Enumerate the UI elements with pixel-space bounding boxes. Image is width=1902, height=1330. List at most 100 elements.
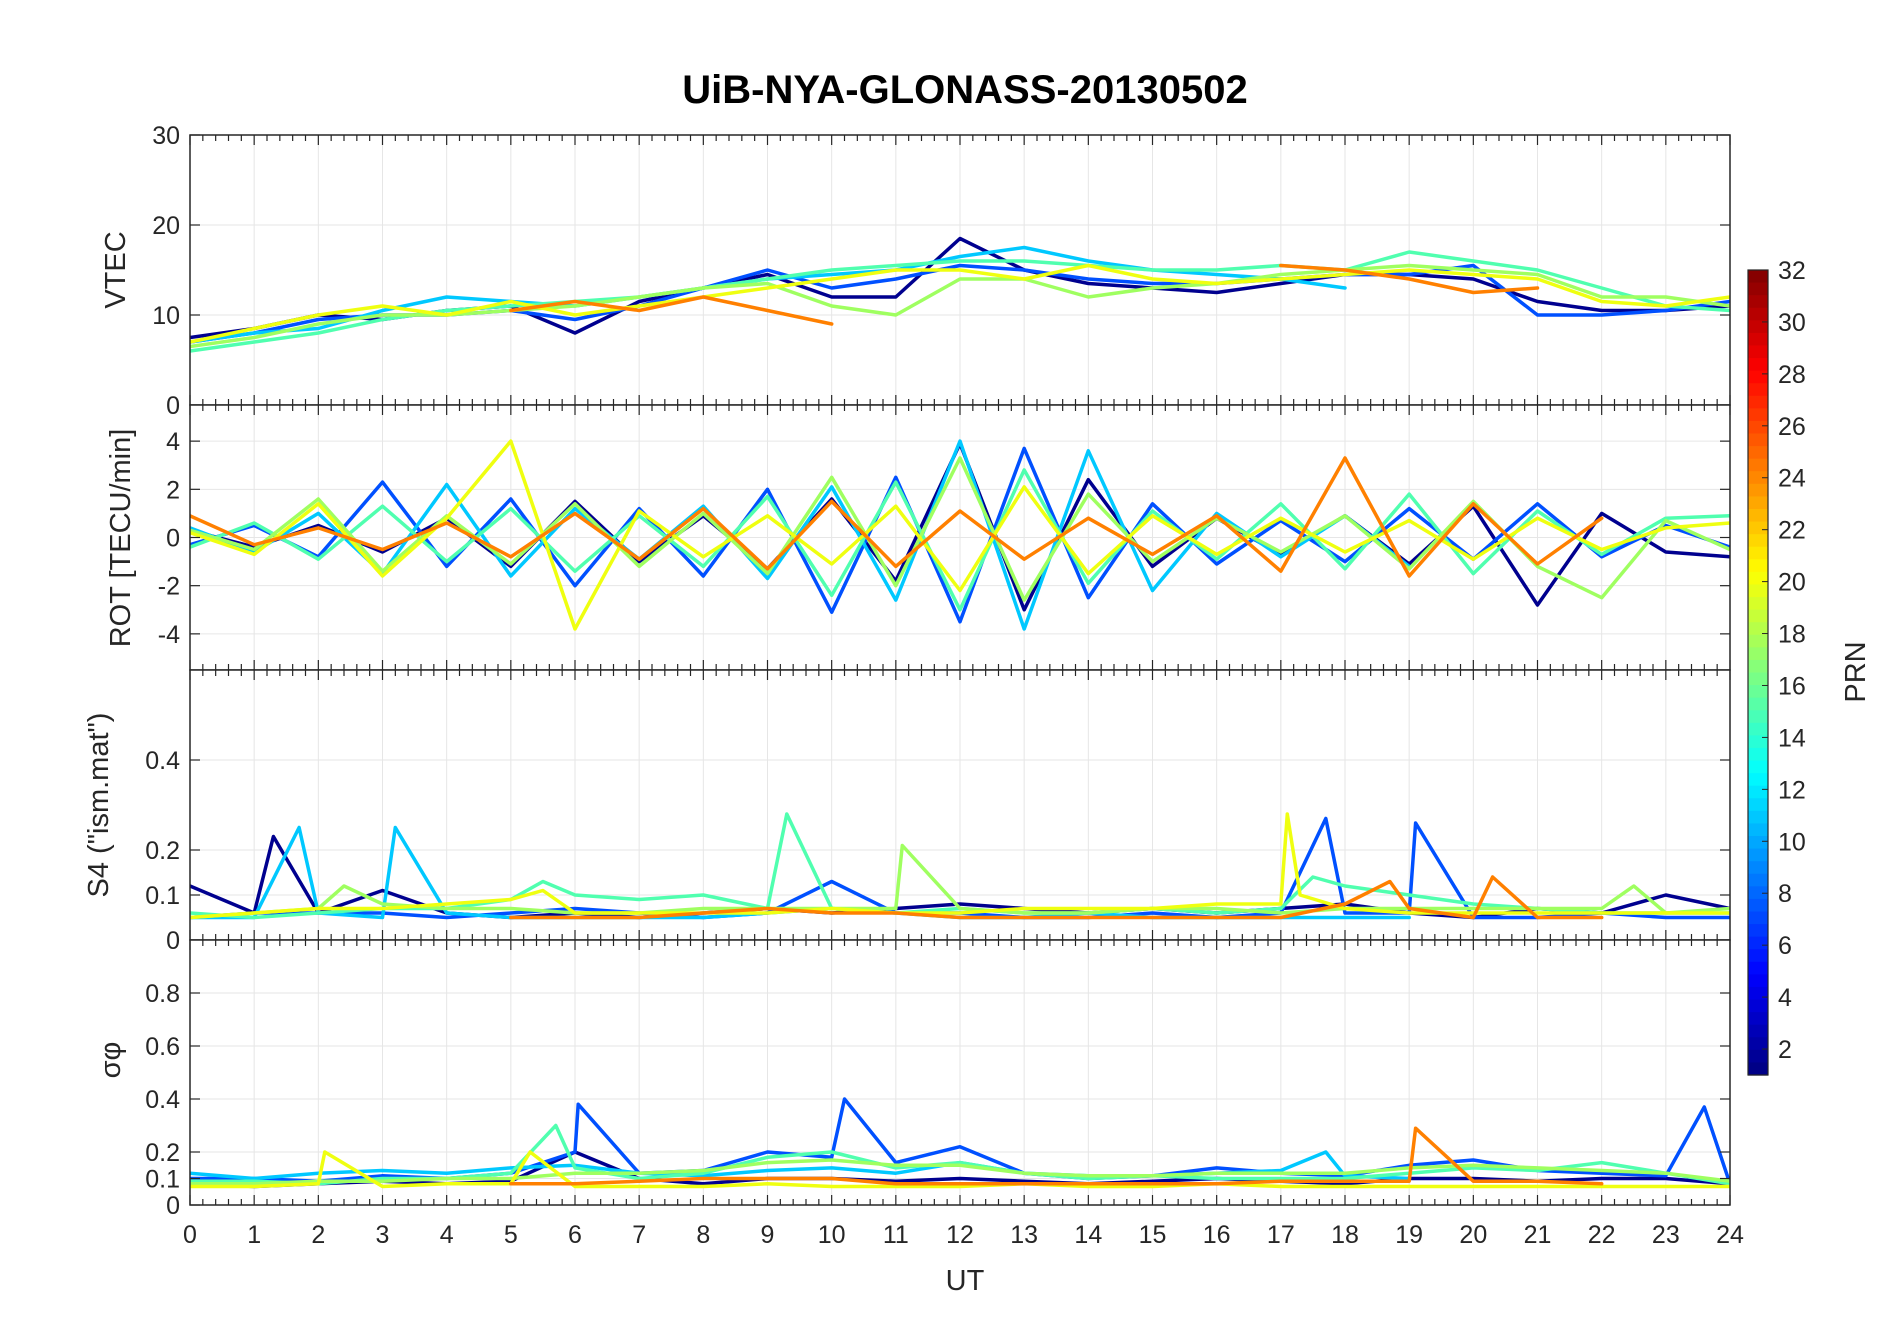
colorbar-segment (1748, 609, 1768, 623)
colorbar-segment (1748, 332, 1768, 347)
colorbar-tick-label: 4 (1778, 984, 1792, 1012)
colorbar-segment (1748, 685, 1768, 699)
colorbar-segment (1748, 773, 1768, 787)
x-tick-label: 3 (376, 1221, 390, 1249)
colorbar-segment (1748, 483, 1768, 498)
panel-rot-series-group (190, 439, 1730, 631)
colorbar-segment (1748, 1024, 1768, 1038)
colorbar-segment (1748, 584, 1768, 598)
y-tick-label: 0 (166, 1192, 180, 1220)
y-tick-label: 0.4 (145, 1086, 180, 1114)
y-tick-label: -4 (158, 621, 180, 649)
colorbar-segment (1748, 471, 1768, 485)
colorbar-segment (1748, 307, 1768, 321)
panel-vtec-y-axis: 0 10 20 30 (152, 122, 1730, 420)
colorbar-label: PRN (1840, 641, 1872, 702)
colorbar-segment (1748, 634, 1768, 648)
colorbar-tick-label: 8 (1778, 880, 1792, 908)
colorbar-tick-label: 20 (1778, 569, 1806, 597)
y-tick-label: 4 (166, 428, 180, 456)
colorbar-segment (1748, 647, 1768, 661)
colorbar-segment (1748, 760, 1768, 774)
series-line-prn-15 (190, 468, 1730, 612)
y-tick-label: 0.2 (145, 837, 180, 865)
colorbar-tick-label: 24 (1778, 465, 1806, 493)
panel-rot-x-ticks (189, 405, 1731, 670)
colorbar-tick-label: 28 (1778, 361, 1806, 389)
x-tick-label: 14 (1074, 1221, 1102, 1249)
colorbar-segment (1748, 747, 1768, 762)
colorbar-segment (1748, 370, 1768, 384)
colorbar-segment (1748, 1012, 1768, 1026)
y-tick-label: 0 (166, 927, 180, 955)
series-line-prn-11 (190, 1150, 1411, 1181)
colorbar-segment (1748, 320, 1768, 334)
panel-s4: 0 0.1 0.2 0.4 S4 ("ism.mat") (83, 669, 1731, 955)
colorbar-segment (1748, 534, 1768, 548)
colorbar-segment (1748, 873, 1768, 887)
colorbar-segment (1748, 383, 1768, 397)
series-line-prn-20 (190, 263, 1730, 344)
panel-s4-y-label: S4 ("ism.mat") (83, 713, 115, 898)
series-line-prn-24 (509, 875, 1604, 920)
colorbar-segment (1748, 433, 1768, 447)
x-tick-label: 12 (946, 1221, 974, 1249)
x-tick-label: 24 (1716, 1221, 1744, 1249)
colorbar-segment (1748, 836, 1768, 850)
x-tick-label: 6 (568, 1221, 582, 1249)
x-tick-label: 13 (1010, 1221, 1038, 1249)
colorbar-tick-label: 32 (1778, 257, 1806, 285)
colorbar-segment (1748, 597, 1768, 611)
x-tick-label: 15 (1139, 1221, 1167, 1249)
colorbar-segment (1748, 521, 1768, 535)
colorbar-tick-label: 26 (1778, 413, 1806, 441)
y-tick-label: 10 (152, 302, 180, 330)
colorbar-segment (1748, 672, 1768, 686)
series-line-prn-24 (509, 263, 1540, 326)
y-tick-label: 2 (166, 476, 180, 504)
colorbar-segment (1748, 571, 1768, 586)
series-line-prn-18 (190, 1158, 1730, 1186)
colorbar-tick-label: 14 (1778, 724, 1806, 752)
colorbar-tick-label: 2 (1778, 1036, 1792, 1064)
y-tick-label: 0.2 (145, 1139, 180, 1167)
x-tick-label: 4 (440, 1221, 454, 1249)
colorbar-segment (1748, 936, 1768, 950)
colorbar-segment (1748, 1037, 1768, 1051)
x-tick-label: 21 (1524, 1221, 1552, 1249)
colorbar-tick-label: 6 (1778, 932, 1792, 960)
series-line-prn-20 (190, 439, 1730, 631)
colorbar-segment (1748, 659, 1768, 674)
colorbar-segment (1748, 798, 1768, 812)
x-tick-label: 23 (1652, 1221, 1680, 1249)
panel-vtec-x-ticks (189, 135, 1731, 405)
colorbar-tick-label: 30 (1778, 309, 1806, 337)
colorbar-segment (1748, 345, 1768, 359)
colorbar-frame (1747, 269, 1769, 1076)
colorbar-segment (1748, 546, 1768, 560)
y-tick-label: 0.6 (145, 1033, 180, 1061)
colorbar-segment (1748, 282, 1768, 296)
colorbar-segment (1748, 270, 1768, 284)
x-tick-label: 18 (1331, 1221, 1359, 1249)
y-tick-label: -2 (158, 573, 180, 601)
colorbar-segment (1748, 420, 1768, 435)
colorbar-tick-label: 22 (1778, 517, 1806, 545)
x-tick-label: 17 (1267, 1221, 1295, 1249)
x-tick-label: 5 (504, 1221, 518, 1249)
x-tick-label: 22 (1588, 1221, 1616, 1249)
colorbar-segment (1748, 886, 1768, 900)
x-tick-label: 20 (1459, 1221, 1487, 1249)
colorbar-segment (1748, 458, 1768, 472)
y-tick-label: 0 (166, 525, 180, 553)
panel-sigma-phi-x-ticks (189, 940, 1731, 1205)
series-line-prn-15 (190, 812, 1730, 920)
x-tick-label: 11 (883, 1221, 909, 1249)
panel-vtec-series-group (190, 236, 1730, 353)
colorbar-segment (1748, 508, 1768, 523)
x-tick-label: 0 (183, 1221, 197, 1249)
panel-sigma-phi-y-label: σφ (95, 1042, 127, 1079)
colorbar-segment (1748, 1049, 1768, 1064)
panel-s4-x-ticks (189, 670, 1731, 940)
